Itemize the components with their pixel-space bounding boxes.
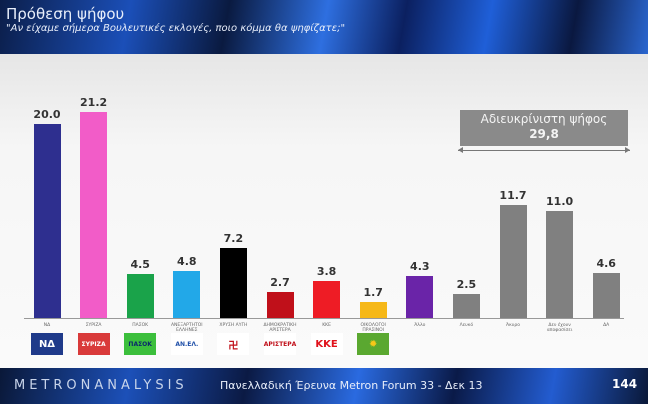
category-label: ΟΙΚΟΛΟΓΟΙ ΠΡΑΣΙΝΟΙ: [360, 323, 386, 333]
header-banner: Πρόθεση ψήφου "Αν είχαμε σήμερα Βουλευτι…: [0, 0, 648, 54]
survey-caption: Πανελλαδική Έρευνα Metron Forum 33 - Δεκ…: [220, 379, 483, 392]
bar-value-label: 20.0: [33, 108, 61, 121]
category-label: Λευκό: [459, 323, 474, 328]
bar-value-label: 4.5: [130, 258, 150, 272]
bar: [452, 293, 480, 318]
party-logo-icon: ✹: [357, 333, 390, 355]
party-logo-icon: ΣΥΡΙΖΑ: [77, 333, 110, 355]
x-axis-line: [24, 318, 624, 319]
party-logo-icon: ΠΑΣΟΚ: [124, 333, 157, 355]
footer-banner: METRONANALYSIS Πανελλαδική Έρευνα Metron…: [0, 368, 648, 404]
bar: [406, 276, 434, 318]
category-label: ΣΥΡΙΖΑ: [85, 323, 102, 328]
category-label: ΚΚΕ: [322, 323, 331, 328]
bar-value-label: 2.7: [270, 275, 290, 289]
bar: [266, 291, 294, 318]
undecided-span-arrow: [458, 147, 630, 153]
category-label: ΔΗΜΟΚΡΑΤΙΚΗ ΑΡΙΣΤΕΡΑ: [263, 323, 297, 333]
category-label: ΧΡΥΣΗ ΑΥΓΗ: [219, 323, 248, 328]
category-label: ΑΝΕΞΑΡΤΗΤΟΙ ΕΛΛΗΝΕΣ: [170, 323, 203, 333]
bar: [592, 273, 620, 318]
bar: [173, 271, 201, 318]
bar-value-label: 7.2: [223, 232, 244, 246]
page-number: 144: [612, 377, 638, 391]
bar-value-label: 11.7: [499, 188, 527, 202]
page-subtitle: "Αν είχαμε σήμερα Βουλευτικές εκλογές, π…: [6, 23, 346, 34]
party-logo-icon: 卍: [217, 333, 250, 355]
category-label: Άλλο: [414, 323, 426, 328]
category-label: Δεν έχουν αποφασίσει: [546, 323, 573, 333]
bar-value-label: 2.5: [456, 277, 477, 291]
bar-value-label: 4.3: [410, 260, 430, 274]
bar: [313, 281, 341, 318]
category-label: Άκυρο: [506, 323, 520, 328]
bar-value-label: 4.6: [596, 257, 616, 271]
page-title: Πρόθεση ψήφου: [6, 5, 125, 23]
bar: [359, 301, 387, 318]
undecided-label: Αδιευκρίνιστη ψήφος: [480, 112, 608, 126]
party-logo-icon: ΚΚΕ: [310, 333, 343, 355]
bar: [546, 211, 574, 318]
bar: [499, 204, 527, 318]
party-logo-icon: ΑΝ.ΕΛ.: [170, 333, 203, 355]
category-label: ΝΔ: [43, 323, 51, 328]
brand-logo: METRONANALYSIS: [14, 378, 188, 393]
bar: [33, 124, 61, 318]
party-logo-icon: ΑΡΙΣΤΕΡΑ: [264, 333, 296, 355]
bar-value-label: 11.0: [546, 195, 574, 209]
category-label: ΠΑΣΟΚ: [132, 323, 149, 328]
party-logo-icon: ΝΔ: [31, 333, 63, 355]
bar-value-label: 21.2: [80, 96, 108, 110]
bar: [126, 274, 154, 318]
category-label: ΔΑ: [603, 323, 610, 328]
bar-value-label: 1.7: [363, 285, 383, 299]
undecided-value: 29,8: [529, 127, 559, 141]
bar: [80, 112, 108, 318]
bar-value-label: 4.8: [177, 255, 197, 269]
bar-value-label: 3.8: [316, 265, 337, 279]
bar: [219, 248, 247, 318]
undecided-box: Αδιευκρίνιστη ψήφος 29,8: [460, 110, 628, 146]
